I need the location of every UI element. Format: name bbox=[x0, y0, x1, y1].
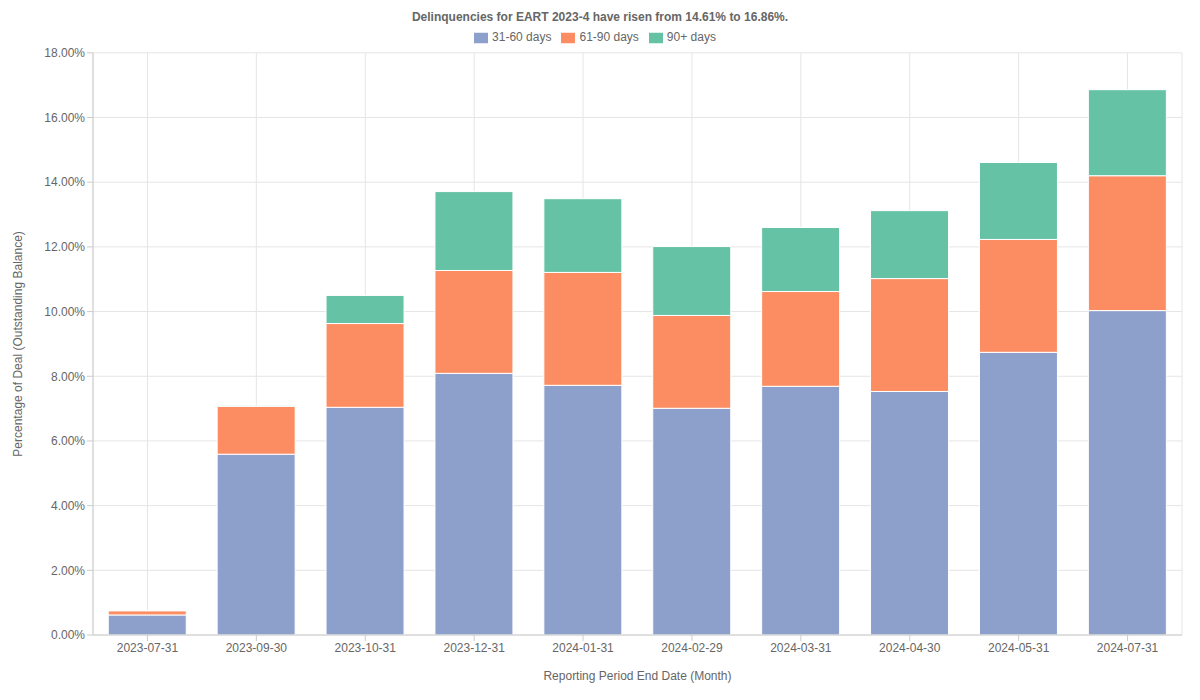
svg-text:2024-01-31: 2024-01-31 bbox=[552, 641, 614, 655]
svg-text:2.00%: 2.00% bbox=[51, 564, 85, 578]
svg-text:14.00%: 14.00% bbox=[44, 175, 85, 189]
svg-text:Percentage of Deal (Outstandin: Percentage of Deal (Outstanding Balance) bbox=[11, 231, 25, 456]
svg-text:4.00%: 4.00% bbox=[51, 499, 85, 513]
html-text:90+ days: 90+ days bbox=[666, 30, 716, 44]
svg-text:18.00%: 18.00% bbox=[44, 46, 85, 60]
html-text:Delinquencies for EART 2023-4: Delinquencies for EART 2023-4 have risen… bbox=[411, 10, 789, 24]
svg-text:12.00%: 12.00% bbox=[44, 240, 85, 254]
svg-text:2024-03-31: 2024-03-31 bbox=[770, 641, 832, 655]
svg-text:10.00%: 10.00% bbox=[44, 305, 85, 319]
svg-text:8.00%: 8.00% bbox=[51, 370, 85, 384]
svg-text:2023-07-31: 2023-07-31 bbox=[117, 641, 179, 655]
svg-text:2024-02-29: 2024-02-29 bbox=[661, 641, 723, 655]
svg-text:0.00%: 0.00% bbox=[51, 628, 85, 642]
svg-text:6.00%: 6.00% bbox=[51, 434, 85, 448]
svg-text:2023-10-31: 2023-10-31 bbox=[335, 641, 397, 655]
svg-text:2024-05-31: 2024-05-31 bbox=[988, 641, 1050, 655]
svg-text:16.00%: 16.00% bbox=[44, 111, 85, 125]
html-text:31-60 days: 31-60 days bbox=[492, 30, 552, 44]
html-text:61-90 days: 61-90 days bbox=[579, 30, 639, 44]
svg-text:2024-04-30: 2024-04-30 bbox=[879, 641, 941, 655]
svg-text:2024-07-31: 2024-07-31 bbox=[1097, 641, 1159, 655]
svg-text:2023-12-31: 2023-12-31 bbox=[443, 641, 505, 655]
svg-text:Reporting Period End Date (Mon: Reporting Period End Date (Month) bbox=[543, 669, 731, 683]
svg-text:2023-09-30: 2023-09-30 bbox=[226, 641, 288, 655]
